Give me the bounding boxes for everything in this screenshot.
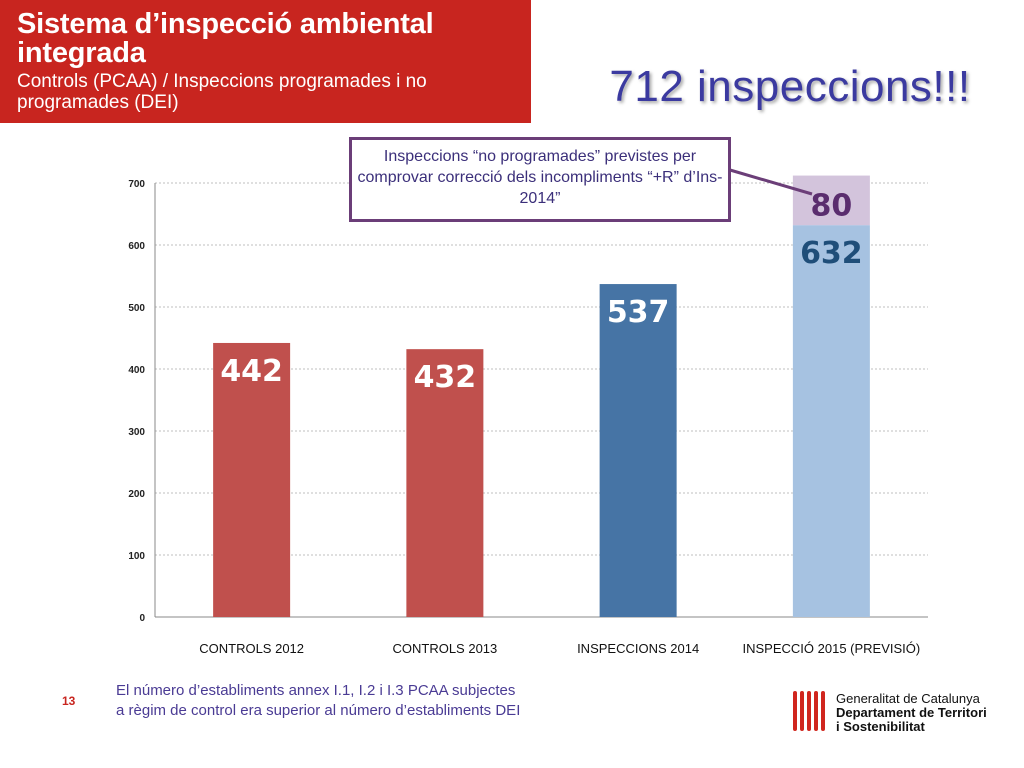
bar <box>599 284 677 617</box>
callout-text: Inspeccions “no programades” previstes p… <box>357 148 723 207</box>
y-tick-label: 700 <box>128 179 145 190</box>
y-tick-label: 300 <box>128 427 145 438</box>
y-tick-label: 500 <box>128 303 145 314</box>
logo-text: Generalitat de Catalunya Departament de … <box>836 692 1024 734</box>
y-tick-label: 0 <box>139 613 145 624</box>
bar <box>213 342 291 617</box>
y-tick-label: 200 <box>128 489 145 500</box>
category-label: CONTROLS 2013 <box>392 641 498 656</box>
header-title: Sistema d’inspecció ambiental integrada <box>17 8 434 69</box>
logo-line-2: Departament de Territori <box>836 705 987 720</box>
y-tick-label: 100 <box>128 551 145 562</box>
page-number: 13 <box>62 694 76 708</box>
logo-stripe <box>814 691 818 731</box>
bar <box>406 349 484 617</box>
big-title: 712 inspeccions!!! <box>609 62 971 111</box>
logo-line-3: i Sostenibilitat <box>836 719 925 734</box>
data-label: 537 <box>607 295 670 330</box>
bar <box>792 175 870 226</box>
header-box: Sistema d’inspecció ambiental integrada … <box>0 0 531 123</box>
y-tick-label: 400 <box>128 365 145 376</box>
data-label: 432 <box>414 360 477 395</box>
callout-pointer <box>729 168 813 196</box>
footnote: El número d’establiments annex I.1, I.2 … <box>116 681 520 721</box>
y-tick-label: 600 <box>128 241 145 252</box>
logo-line-1: Generalitat de Catalunya <box>836 691 980 706</box>
category-label: INSPECCIÓ 2015 (PREVISIÓ) <box>742 641 921 656</box>
category-label: INSPECCIONS 2014 <box>577 641 700 656</box>
footnote-line-1: El número d’establiments annex I.1, I.2 … <box>116 682 516 699</box>
category-label: CONTROLS 2012 <box>199 641 305 656</box>
callout-box: Inspeccions “no programades” previstes p… <box>349 137 731 222</box>
senyera-logo-icon <box>793 691 825 731</box>
data-label: 632 <box>800 236 863 271</box>
logo-stripe <box>821 691 825 731</box>
bar <box>792 225 870 617</box>
data-label: 80 <box>811 189 853 224</box>
logo-stripe <box>800 691 804 731</box>
logo-stripe <box>807 691 811 731</box>
logo-stripe <box>793 691 797 731</box>
header-subtitle: Controls (PCAA) / Inspeccions programade… <box>17 71 427 113</box>
footnote-line-2: a règim de control era superior al númer… <box>116 702 521 719</box>
data-label: 442 <box>220 354 283 389</box>
